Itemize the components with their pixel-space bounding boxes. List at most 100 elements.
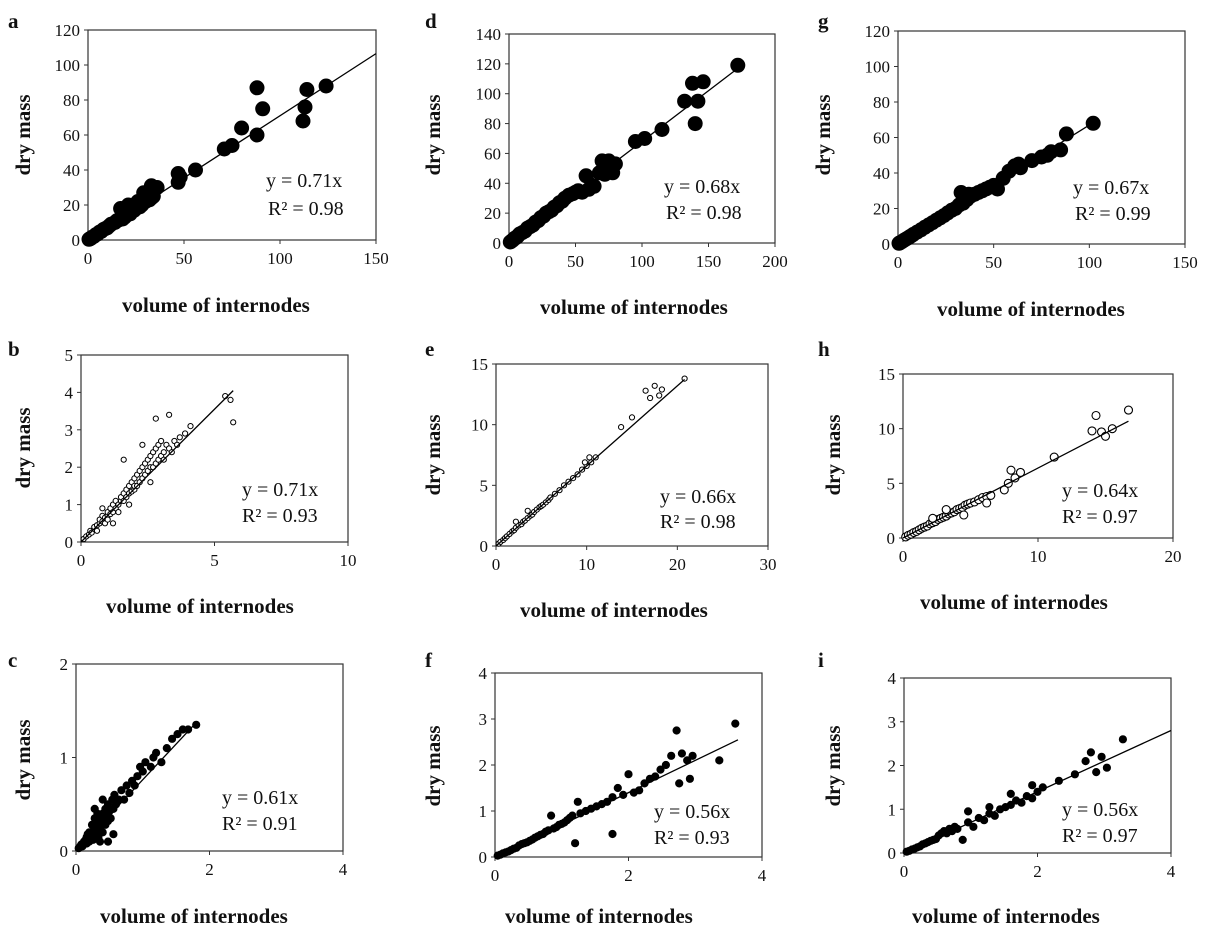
data-point xyxy=(120,456,127,463)
y-tick-label: 20 xyxy=(873,200,890,219)
data-point xyxy=(149,180,165,195)
data-point xyxy=(1102,763,1112,772)
y-tick-label: 15 xyxy=(471,355,488,374)
data-point xyxy=(172,169,188,185)
y-tick-label: 0 xyxy=(60,842,69,861)
x-tick-label: 0 xyxy=(491,866,500,885)
r-squared: R² = 0.98 xyxy=(666,202,742,224)
data-point xyxy=(160,449,167,456)
data-point xyxy=(117,786,126,795)
data-point xyxy=(573,797,582,806)
data-point xyxy=(98,795,107,804)
data-point xyxy=(168,734,177,743)
plot-frame xyxy=(75,663,344,852)
data-point xyxy=(115,508,122,516)
fit-equation: y = 0.67x xyxy=(1073,177,1149,199)
fit-equation: y = 0.61x xyxy=(222,787,298,809)
fit-equation: y = 0.56x xyxy=(654,801,730,823)
x-tick-label: 150 xyxy=(696,252,722,271)
data-point xyxy=(133,772,142,781)
panel-g: 0 20 40 60 80 100 120 0 50 100 150 y = 0.67x R² = 0.… xyxy=(811,9,1198,321)
data-point xyxy=(985,803,994,812)
data-point xyxy=(654,122,670,137)
x-tick-label: 150 xyxy=(1172,253,1198,272)
data-point xyxy=(146,762,155,772)
y-tick-label: 0 xyxy=(65,533,74,552)
panel-d: 0 20 40 60 80 100 120 140 0 50 100 150 200 y = 0.68x R… xyxy=(421,9,788,319)
y-tick-label: 140 xyxy=(476,25,502,44)
x-tick-label: 150 xyxy=(363,249,389,268)
y-axis-title: dry mass xyxy=(421,725,445,806)
panel-e: 0 5 10 15 0 10 20 30 y = 0.66x R² = 0.98 volume of… xyxy=(421,337,777,622)
y-tick-label: 80 xyxy=(873,93,890,112)
data-point xyxy=(99,505,106,512)
y-tick-label: 2 xyxy=(65,458,74,477)
data-point xyxy=(1081,757,1090,766)
data-point xyxy=(1006,465,1016,475)
y-tick-label: 10 xyxy=(878,420,895,439)
y-tick-label: 0 xyxy=(479,848,488,867)
r-squared: R² = 0.93 xyxy=(654,827,730,849)
r-squared: R² = 0.99 xyxy=(1075,203,1151,225)
y-tick-label: 4 xyxy=(888,669,897,688)
data-point xyxy=(677,749,687,758)
panel-letter: g xyxy=(818,9,829,33)
data-point xyxy=(1123,405,1134,415)
x-tick-label: 10 xyxy=(578,555,595,574)
data-point xyxy=(512,518,520,525)
data-point xyxy=(628,414,636,421)
data-point xyxy=(642,387,649,394)
r-squared: R² = 0.97 xyxy=(1062,506,1138,528)
data-point xyxy=(608,829,617,839)
y-tick-label: 0 xyxy=(480,537,489,556)
y-axis-title: dry mass xyxy=(421,94,445,175)
data-point xyxy=(677,93,693,109)
y-tick-label: 40 xyxy=(63,161,80,180)
x-tick-label: 50 xyxy=(567,252,584,271)
plot-frame xyxy=(495,363,769,547)
x-tick-label: 4 xyxy=(1167,862,1176,881)
data-point xyxy=(104,516,111,523)
y-tick-label: 1 xyxy=(479,802,488,821)
data-point xyxy=(688,751,697,760)
data-point xyxy=(255,101,271,117)
data-point xyxy=(192,720,201,729)
data-point xyxy=(1053,142,1069,158)
x-tick-label: 50 xyxy=(985,253,1002,272)
y-axis-title: dry mass xyxy=(821,725,845,806)
x-axis-title: volume of internodes xyxy=(520,598,708,622)
x-tick-label: 2 xyxy=(1033,862,1042,881)
fit-line xyxy=(494,739,739,858)
panel-letter: c xyxy=(8,648,17,672)
y-tick-label: 15 xyxy=(878,365,895,384)
panel-letter: h xyxy=(818,337,830,361)
y-axis-title: dry mass xyxy=(821,414,845,495)
x-axis-title: volume of internodes xyxy=(106,594,294,618)
y-tick-label: 1 xyxy=(60,749,69,768)
data-point xyxy=(157,758,166,767)
y-tick-label: 120 xyxy=(55,21,81,40)
data-point xyxy=(173,730,182,739)
data-point xyxy=(187,423,194,430)
data-point xyxy=(990,811,999,820)
y-tick-label: 40 xyxy=(484,174,501,193)
y-tick-label: 100 xyxy=(55,56,81,75)
fit-equation: y = 0.71x xyxy=(266,170,342,192)
x-axis-title: volume of internodes xyxy=(505,904,693,928)
data-point xyxy=(98,828,107,837)
y-tick-label: 5 xyxy=(65,346,74,365)
y-tick-label: 4 xyxy=(65,383,74,402)
x-tick-label: 0 xyxy=(492,555,501,574)
data-point xyxy=(959,510,969,520)
fit-line xyxy=(75,722,197,852)
r-squared: R² = 0.91 xyxy=(222,813,298,835)
data-point xyxy=(1087,426,1097,436)
data-point xyxy=(249,80,265,96)
x-axis-title: volume of internodes xyxy=(540,295,728,319)
x-tick-label: 0 xyxy=(77,551,86,570)
panel-f: 0 1 2 3 4 0 2 4 y = 0.56x R² = 0.93 volume of inte… xyxy=(421,648,767,928)
y-tick-label: 20 xyxy=(63,196,80,215)
data-point xyxy=(586,454,593,461)
y-tick-label: 4 xyxy=(479,664,488,683)
data-point xyxy=(571,839,580,848)
